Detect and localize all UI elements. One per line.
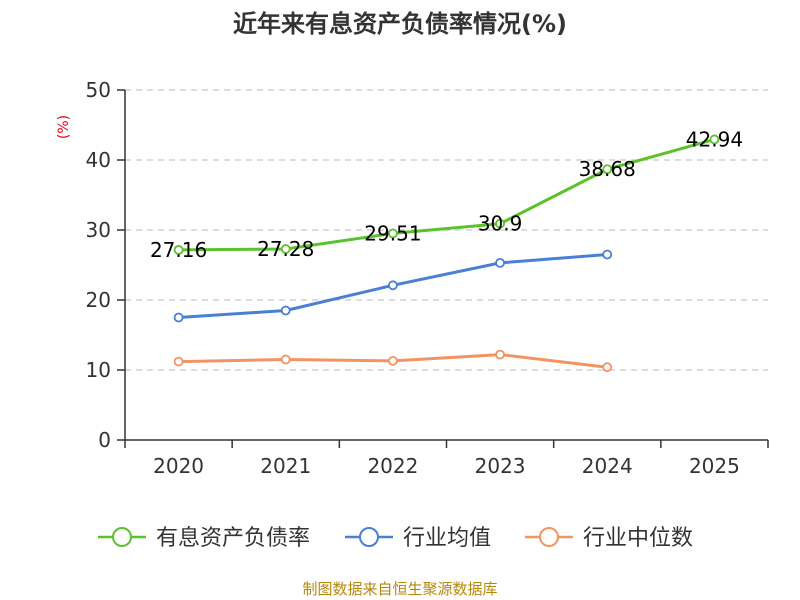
x-tick-label: 2021: [260, 454, 311, 478]
data-label: 30.9: [478, 212, 523, 236]
data-point[interactable]: [388, 228, 398, 239]
y-tick-label: 50: [86, 78, 111, 102]
data-point[interactable]: [709, 134, 720, 145]
series-0: 27.16 27.28 29.51 30.9 38.68 42.94: [150, 127, 743, 261]
series-group: 27.16 27.28 29.51 30.9 38.68 42.94: [150, 127, 743, 373]
series-1: [173, 249, 613, 323]
legend-label: 行业均值: [403, 526, 491, 551]
y-tick-label: 30: [86, 218, 111, 242]
data-point[interactable]: [388, 280, 398, 291]
data-point[interactable]: [173, 244, 184, 255]
data-point[interactable]: [173, 312, 184, 323]
data-point[interactable]: [495, 349, 505, 360]
y-tick-label: 40: [86, 148, 111, 172]
data-label: 27.28: [257, 237, 314, 261]
data-point[interactable]: [280, 354, 291, 365]
chart-title: 近年来有息资产负债率情况(%): [233, 10, 567, 38]
data-point[interactable]: [173, 356, 184, 367]
legend-label: 行业中位数: [583, 526, 693, 551]
y-tick-label: 20: [86, 288, 111, 312]
x-tick-label: 2020: [153, 454, 204, 478]
data-point[interactable]: [280, 244, 291, 254]
series-2: [173, 349, 613, 373]
y-tick-label: 10: [86, 358, 111, 382]
legend-item[interactable]: 行业中位数: [525, 526, 693, 551]
y-tick-label: 0: [98, 428, 111, 452]
data-point[interactable]: [280, 305, 291, 316]
data-point[interactable]: [602, 249, 613, 260]
series-line: [178, 137, 715, 252]
legend-item[interactable]: 有息资产负债率: [98, 526, 310, 551]
legend-item[interactable]: 行业均值: [345, 526, 491, 551]
legend-label: 有息资产负债率: [156, 526, 310, 551]
data-point[interactable]: [495, 218, 505, 229]
source-note: 制图数据来自恒生聚源数据库: [302, 580, 497, 598]
legend-marker-icon: [112, 527, 132, 547]
x-tick-label: 2022: [367, 454, 418, 478]
legend[interactable]: 有息资产负债率 行业均值 行业中位数: [98, 526, 693, 551]
data-label: 27.16: [150, 238, 207, 262]
data-point[interactable]: [495, 257, 505, 268]
x-tick-label: 2025: [689, 454, 740, 478]
x-tick-label: 2024: [582, 454, 633, 478]
data-point[interactable]: [388, 355, 398, 366]
legend-marker-icon: [359, 527, 379, 547]
data-label: 42.94: [686, 127, 743, 151]
data-label: 38.68: [579, 157, 636, 181]
axes: 0 10 20 30 40 50 2020 2021 2022 2023 2024 2025: [86, 78, 769, 478]
x-tick-label: 2023: [475, 454, 526, 478]
data-point[interactable]: [602, 362, 613, 373]
data-label: 29.51: [364, 221, 421, 245]
y-axis-label: (%): [56, 115, 72, 139]
data-point[interactable]: [602, 164, 613, 175]
legend-marker-icon: [539, 527, 559, 547]
